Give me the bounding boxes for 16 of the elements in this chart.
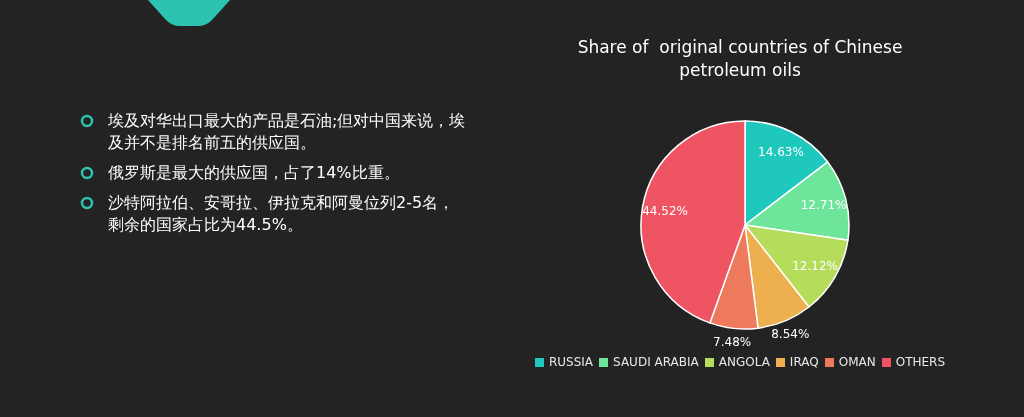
data-label: 12.12% — [792, 258, 838, 273]
data-label: 44.52% — [642, 204, 688, 219]
legend-label: OMAN — [837, 355, 876, 369]
legend-label: IRAQ — [788, 355, 819, 369]
legend-label: OTHERS — [894, 355, 946, 369]
data-label: 14.63% — [758, 145, 804, 160]
text: 俄罗斯是最大的供应国，占了14%比重。 — [108, 162, 401, 184]
text: 埃及对华出口最大的产品是石油;但对中国来说，埃及并不是排名前五的供应国。 — [108, 110, 467, 154]
data-label: 8.54% — [771, 326, 810, 341]
legend-label: RUSSIA — [547, 355, 594, 369]
chart-title: Share of original countries of Chinese petroleum oils — [576, 36, 904, 82]
data-label: 12.71% — [800, 197, 847, 212]
legend-label: ANGOLA — [717, 355, 770, 369]
legend-label: SAUDI ARABIA — [612, 355, 699, 369]
data-label: 7.48% — [713, 335, 752, 350]
text: 沙特阿拉伯、安哥拉、伊拉克和阿曼位列2-5名，剩余的国家占比为44.5%。 — [108, 192, 456, 236]
